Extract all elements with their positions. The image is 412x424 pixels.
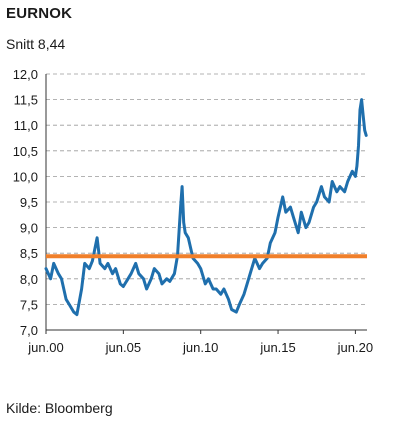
x-tick-label: jun.15 xyxy=(259,340,295,355)
gridlines xyxy=(45,73,367,331)
y-tick-label: 9,0 xyxy=(20,221,38,236)
x-tick-label: jun.20 xyxy=(337,340,373,355)
y-tick-label: 11,5 xyxy=(14,93,38,108)
y-tick-label: 8,5 xyxy=(20,246,38,261)
y-tick-label: 10,5 xyxy=(13,144,38,159)
y-tick-label: 11,0 xyxy=(14,118,38,133)
y-tick-label: 7,0 xyxy=(20,323,38,338)
y-tick-label: 7,5 xyxy=(20,297,38,312)
x-axis: jun.00 jun.05 jun.10 jun.15 jun.20 xyxy=(27,330,373,355)
source-note: Kilde: Bloomberg xyxy=(6,400,113,416)
y-tick-label: 10,0 xyxy=(13,169,38,184)
y-tick-label: 9,5 xyxy=(20,195,38,210)
x-tick-label: jun.00 xyxy=(27,340,63,355)
y-axis: 7,0 7,5 8,0 8,5 9,0 9,5 10,0 10,5 11,0 11,5 12,0 xyxy=(13,67,38,338)
chart-title: EURNOK xyxy=(6,5,73,22)
y-tick-label: 12,0 xyxy=(13,67,38,82)
series-line-eurnok xyxy=(44,98,368,317)
y-tick-label: 8,0 xyxy=(20,272,38,287)
chart-subtitle: Snitt 8,44 xyxy=(6,36,66,52)
x-tick-label: jun.05 xyxy=(105,340,141,355)
x-tick-label: jun.10 xyxy=(182,340,218,355)
plot-area xyxy=(44,98,368,317)
